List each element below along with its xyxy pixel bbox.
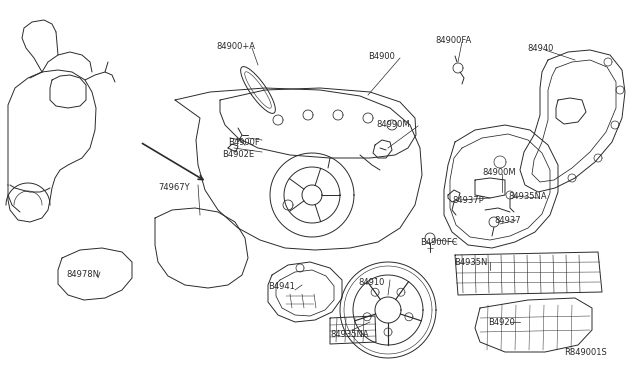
Text: 84937: 84937 [494, 216, 520, 225]
Text: 84978N: 84978N [66, 270, 99, 279]
Text: 84900M: 84900M [482, 168, 516, 177]
Text: 74967Y: 74967Y [158, 183, 189, 192]
Text: 84935NA: 84935NA [330, 330, 369, 339]
Text: 84935NA: 84935NA [508, 192, 547, 201]
Text: 84937P: 84937P [452, 196, 484, 205]
Text: 84900+A: 84900+A [216, 42, 255, 51]
Text: R849001S: R849001S [564, 348, 607, 357]
Text: 84910: 84910 [358, 278, 385, 287]
Text: B4900F: B4900F [228, 138, 260, 147]
Text: B4902E: B4902E [222, 150, 254, 159]
Text: 84990M: 84990M [376, 120, 410, 129]
Text: 84940: 84940 [527, 44, 554, 53]
Text: B4920: B4920 [488, 318, 515, 327]
Text: B4935N: B4935N [454, 258, 488, 267]
Text: 84900FA: 84900FA [435, 36, 471, 45]
Text: B4941: B4941 [268, 282, 295, 291]
Text: B4900FC: B4900FC [420, 238, 458, 247]
Text: B4900: B4900 [368, 52, 395, 61]
